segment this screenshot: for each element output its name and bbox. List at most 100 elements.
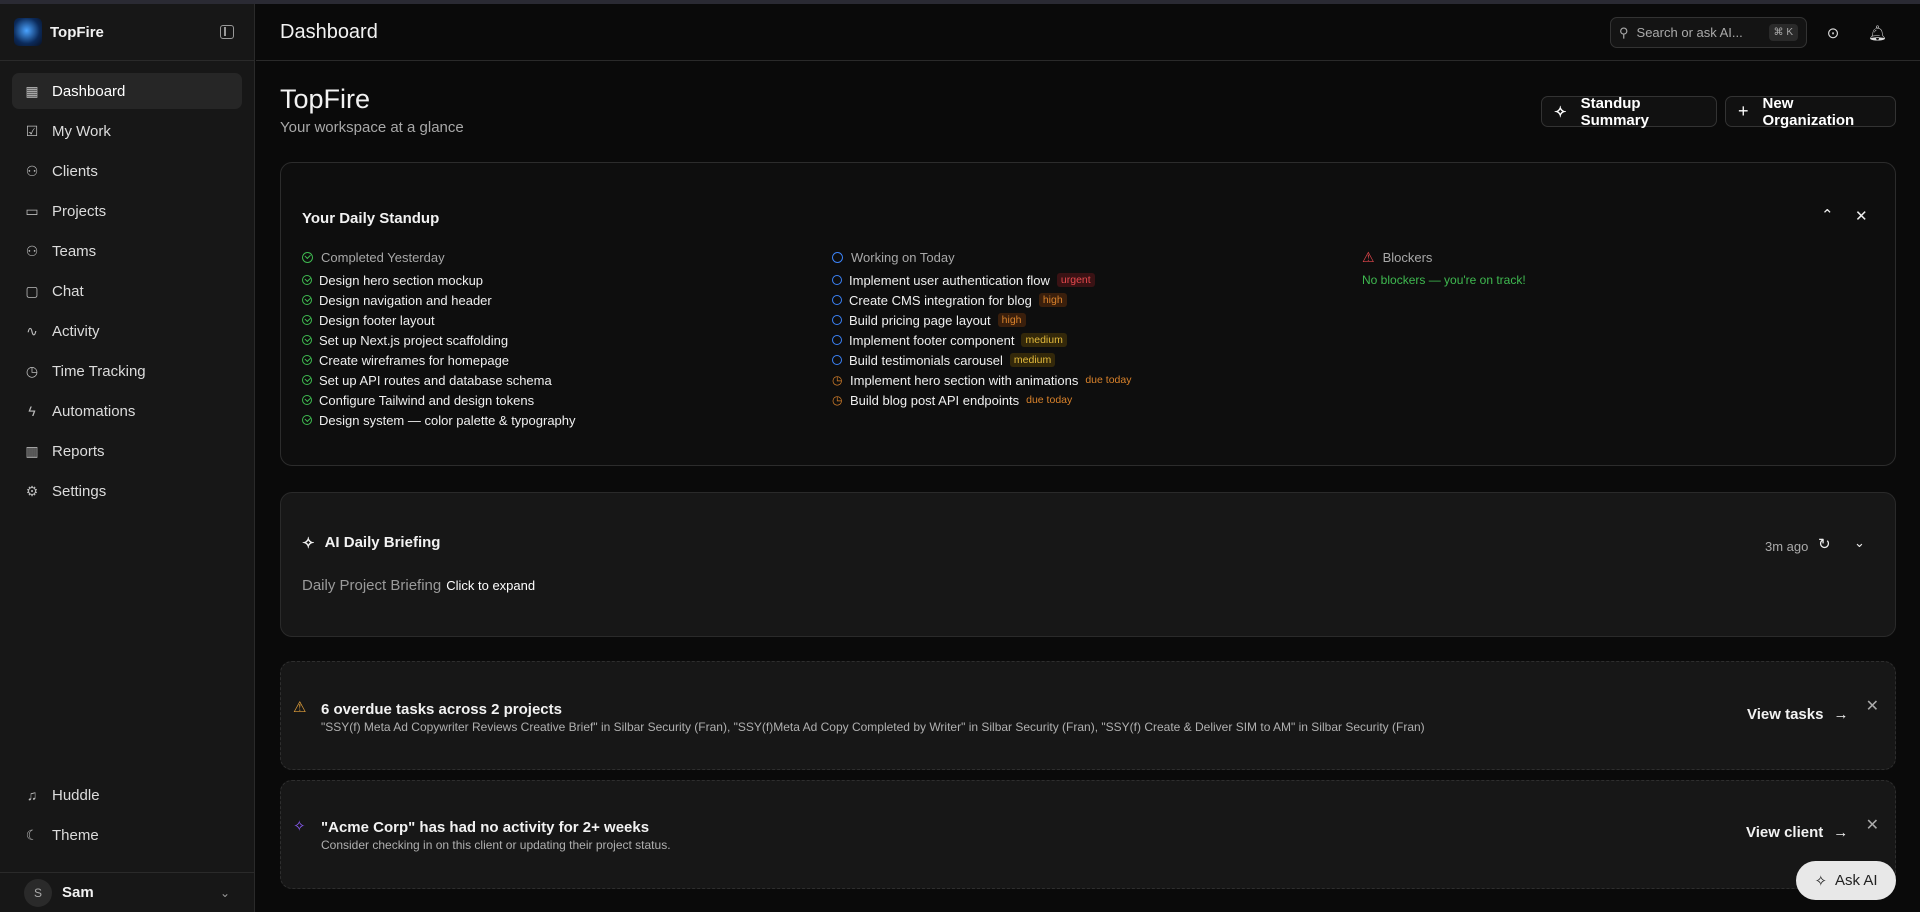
bell-icon[interactable]: 🔔︎ [1868, 25, 1888, 42]
message-icon: ▢ [25, 282, 39, 299]
top-header: Dashboard ⚲ Search or ask AI... ⌘ K ⊙ 🔔︎ [256, 4, 1920, 61]
completed-task[interactable]: Configure Tailwind and design tokens [302, 390, 802, 410]
priority-badge: medium [1009, 353, 1056, 367]
arrow-right-icon: → [1833, 824, 1849, 841]
chevron-down-icon[interactable]: ⌄ [219, 885, 230, 900]
app-name: TopFire [50, 23, 104, 41]
completed-task[interactable]: Set up Next.js project scaffolding [302, 330, 802, 350]
working-task[interactable]: ◷ Build blog post API endpoints due today [832, 390, 1332, 410]
working-task[interactable]: Create CMS integration for blog high [832, 290, 1332, 310]
sidebar-item-label: My Work [52, 122, 111, 140]
sidebar-item-theme[interactable]: ☾ Theme [12, 817, 242, 853]
standup-title: Your Daily Standup [302, 210, 440, 227]
task-label: Build blog post API endpoints [850, 392, 1020, 408]
expand-link[interactable]: Click to expand [446, 578, 536, 593]
plus-icon: + [1738, 101, 1749, 121]
column-heading: Working on Today [851, 249, 955, 265]
sidebar-item-reports[interactable]: ▥ Reports [12, 433, 242, 469]
app-logo [14, 18, 42, 46]
completed-task[interactable]: Design footer layout [302, 310, 802, 330]
working-task[interactable]: Build pricing page layout high [832, 310, 1332, 330]
sidebar-item-time-tracking[interactable]: ◷ Time Tracking [12, 353, 242, 389]
sidebar-item-projects[interactable]: ▭ Projects [12, 193, 242, 229]
completed-task[interactable]: Design hero section mockup [302, 270, 802, 290]
overdue-alert-card: ⚠ 6 overdue tasks across 2 projects "SSY… [280, 661, 1896, 770]
sidebar-item-label: Chat [52, 282, 84, 300]
working-task[interactable]: ◷ Implement hero section with animations d… [832, 370, 1332, 390]
grid-icon: ▦ [25, 82, 39, 99]
completed-task[interactable]: Create wireframes for homepage [302, 350, 802, 370]
search-icon: ⚲ [1619, 24, 1629, 40]
sidebar-item-dashboard[interactable]: ▦ Dashboard [12, 73, 242, 109]
view-client-link[interactable]: View client → [1746, 824, 1848, 841]
clock-icon: ◷ [832, 373, 843, 387]
dismiss-icon[interactable]: ✕ [1865, 698, 1879, 715]
column-heading: Blockers [1382, 249, 1433, 265]
sidebar-item-huddle[interactable]: ♫ Huddle [12, 777, 242, 813]
check-circle-icon [302, 251, 313, 263]
working-task[interactable]: Build testimonials carousel medium [832, 350, 1332, 370]
sidebar-item-label: Activity [52, 322, 100, 340]
refresh-icon[interactable]: ↻ [1818, 536, 1831, 553]
page-title: TopFire [280, 84, 371, 114]
sidebar-collapse-icon[interactable] [220, 25, 234, 39]
team-icon: ⚇ [25, 242, 39, 259]
new-organization-button[interactable]: + New Organization [1725, 94, 1896, 129]
priority-badge: high [1038, 293, 1067, 307]
working-task[interactable]: Implement footer component medium [832, 330, 1332, 350]
sidebar-nav: ▦ Dashboard ☑ My Work ⚇ Clients ▭ Projects ⚇ Team… [0, 61, 254, 509]
task-label: Set up API routes and database schema [319, 372, 552, 388]
completed-task[interactable]: Design system — color palette & typograp… [302, 410, 802, 430]
chevron-up-icon[interactable]: ⌃ [1821, 207, 1834, 224]
task-label: Set up Next.js project scaffolding [319, 332, 509, 348]
page-subtitle: Your workspace at a glance [280, 119, 464, 136]
close-icon[interactable]: ✕ [1855, 208, 1868, 225]
standup-summary-button[interactable]: ✧ Standup Summary [1541, 95, 1717, 129]
gear-icon: ⚙ [25, 482, 39, 499]
blockers-column: ⚠ Blockers No blockers — you're on track! [1362, 247, 1862, 290]
dismiss-icon[interactable]: ✕ [1865, 817, 1879, 834]
working-task[interactable]: Implement user authentication flow urgent [832, 270, 1332, 290]
circle-icon [832, 355, 842, 365]
clock-icon: ◷ [832, 393, 843, 407]
ask-ai-button[interactable]: ✧ Ask AI [1796, 861, 1896, 900]
sidebar-item-settings[interactable]: ⚙ Settings [12, 473, 242, 509]
sidebar-item-label: Teams [52, 242, 97, 260]
completed-task[interactable]: Set up API routes and database schema [302, 370, 802, 390]
sparkles-icon: ✧ [1814, 872, 1828, 890]
sidebar-item-clients[interactable]: ⚇ Clients [12, 153, 242, 189]
sidebar-item-label: Projects [52, 202, 107, 220]
chevron-down-icon[interactable]: ⌄ [1854, 535, 1865, 550]
sidebar-bottom-nav: ♫ Huddle ☾ Theme [0, 777, 254, 857]
task-label: Design navigation and header [319, 292, 492, 308]
user-menu[interactable]: S Sam ⌄ [0, 872, 254, 912]
task-label: Implement hero section with animations [850, 372, 1079, 388]
due-badge: due today [1085, 374, 1132, 386]
clock-icon: ◷ [25, 362, 39, 379]
due-badge: due today [1026, 394, 1073, 406]
sidebar-item-chat[interactable]: ▢ Chat [12, 273, 242, 309]
check-circle-icon [302, 275, 312, 285]
completed-task[interactable]: Design navigation and header [302, 290, 802, 310]
briefing-expand[interactable]: Daily Project Briefing Click to expand [302, 577, 535, 594]
priority-badge: high [997, 313, 1026, 327]
view-tasks-link[interactable]: View tasks → [1747, 706, 1848, 723]
sidebar-item-my-work[interactable]: ☑ My Work [12, 113, 242, 149]
sidebar-item-teams[interactable]: ⚇ Teams [12, 233, 242, 269]
shortcut-badge: ⌘ K [1768, 24, 1798, 41]
search-input[interactable]: ⚲ Search or ask AI... ⌘ K [1610, 17, 1807, 48]
circle-icon [832, 275, 842, 285]
sidebar-item-activity[interactable]: ∿ Activity [12, 313, 242, 349]
avatar: S [24, 878, 52, 907]
sidebar-item-label: Theme [52, 826, 99, 844]
new-organization-label: New Organization [1762, 94, 1855, 129]
briefing-title: AI Daily Briefing [324, 534, 441, 551]
focus-scan-icon[interactable]: ⊙ [1826, 25, 1840, 42]
task-label: Implement user authentication flow [849, 272, 1050, 288]
sidebar-item-automations[interactable]: ϟ Automations [12, 393, 242, 429]
alert-body: "SSY(f) Meta Ad Copywriter Reviews Creat… [321, 720, 1425, 734]
header-title: Dashboard [280, 21, 378, 43]
task-label: Implement footer component [849, 332, 1015, 348]
sidebar-item-label: Automations [52, 402, 136, 420]
circle-icon [832, 251, 843, 263]
